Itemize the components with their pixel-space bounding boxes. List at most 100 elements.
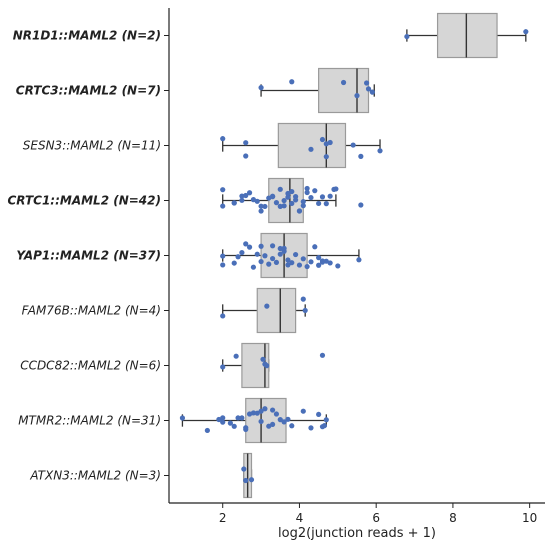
data-point xyxy=(248,477,255,483)
data-point xyxy=(262,406,268,412)
data-point xyxy=(269,194,276,200)
data-point xyxy=(321,423,327,429)
data-point xyxy=(308,425,314,431)
data-point xyxy=(300,199,306,205)
category-group: CRTC3::MAML2 (N=7) xyxy=(16,67,375,114)
data-point xyxy=(323,154,329,160)
box xyxy=(318,67,370,114)
data-point xyxy=(285,262,291,268)
data-point xyxy=(300,296,306,302)
category-label: MTMR2::MAML2 (N=31) xyxy=(18,414,161,428)
data-point xyxy=(241,466,247,472)
data-point xyxy=(220,187,226,193)
data-point xyxy=(289,79,295,85)
data-point xyxy=(377,148,383,154)
data-point xyxy=(239,193,245,199)
data-point xyxy=(281,203,287,209)
data-point xyxy=(327,193,333,199)
data-point xyxy=(285,416,291,422)
data-point xyxy=(220,313,226,319)
data-point xyxy=(262,253,268,259)
data-point xyxy=(312,244,318,250)
data-point xyxy=(204,427,210,434)
data-point xyxy=(363,80,370,86)
data-point xyxy=(289,188,295,195)
category-label: FAM76B::MAML2 (N=4) xyxy=(22,304,161,318)
data-point xyxy=(258,418,264,425)
x-tick-label: 8 xyxy=(449,511,457,525)
data-point xyxy=(220,364,226,370)
box xyxy=(256,287,297,334)
category-label: ATXN3::MAML2 (N=3) xyxy=(29,469,161,483)
category-group: NR1D1::MAML2 (N=2) xyxy=(13,12,529,59)
data-point xyxy=(269,407,276,413)
data-point xyxy=(369,89,375,95)
data-point xyxy=(239,197,245,203)
data-point xyxy=(243,153,249,159)
data-point xyxy=(254,198,260,204)
data-point xyxy=(243,241,249,247)
data-point xyxy=(258,243,264,249)
data-point xyxy=(289,423,295,429)
data-point xyxy=(354,93,360,99)
category-group: FAM76B::MAML2 (N=4) xyxy=(22,287,308,334)
data-point xyxy=(220,419,226,425)
data-point xyxy=(293,251,299,258)
data-point xyxy=(365,86,372,92)
data-point xyxy=(264,303,270,309)
data-point xyxy=(289,260,295,266)
data-point xyxy=(220,136,226,142)
data-point xyxy=(227,420,233,426)
data-point xyxy=(319,194,326,200)
data-point xyxy=(281,245,287,251)
data-point xyxy=(356,257,362,263)
category-label: NR1D1::MAML2 (N=2) xyxy=(13,29,161,43)
data-point xyxy=(231,200,237,206)
category-groups: NR1D1::MAML2 (N=2)CRTC3::MAML2 (N=7)SESN… xyxy=(7,12,529,499)
data-point xyxy=(258,85,264,91)
data-point xyxy=(300,256,306,262)
data-point xyxy=(523,29,529,35)
data-point xyxy=(250,410,257,416)
category-label: CCDC82::MAML2 (N=6) xyxy=(20,359,161,373)
data-point xyxy=(254,410,260,416)
data-point xyxy=(304,185,310,192)
data-point xyxy=(239,249,245,256)
x-axis-ticks: 2 4 6 8 10 xyxy=(219,503,537,525)
data-point xyxy=(404,33,410,40)
x-tick-label: 6 xyxy=(372,511,380,525)
data-point xyxy=(269,243,276,249)
data-point xyxy=(319,352,326,358)
data-point xyxy=(296,208,303,214)
data-point xyxy=(243,192,249,199)
data-point xyxy=(285,257,291,263)
category-group: YAP1::MAML2 (N=37) xyxy=(16,232,362,279)
category-group: ATXN3::MAML2 (N=3) xyxy=(29,452,255,499)
data-point xyxy=(254,251,260,257)
data-point xyxy=(277,186,283,192)
data-point xyxy=(260,356,266,362)
data-point xyxy=(231,423,237,429)
data-point xyxy=(258,258,264,265)
category-label: SESN3::MAML2 (N=11) xyxy=(23,139,161,153)
data-point xyxy=(293,194,299,200)
category-label: CRTC3::MAML2 (N=7) xyxy=(16,84,161,98)
data-point xyxy=(233,353,239,359)
data-point xyxy=(319,136,326,143)
data-point xyxy=(300,203,306,209)
data-point xyxy=(269,255,276,262)
data-point xyxy=(323,201,329,207)
data-point xyxy=(220,203,226,209)
data-point xyxy=(246,244,253,250)
data-point xyxy=(304,189,310,196)
x-axis-title: log2(junction reads + 1) xyxy=(278,526,436,541)
data-point xyxy=(243,425,249,431)
data-point xyxy=(235,254,241,260)
data-point xyxy=(350,142,356,148)
data-point xyxy=(262,203,268,210)
data-point xyxy=(273,200,280,206)
data-point xyxy=(266,261,272,267)
data-point xyxy=(285,194,291,200)
data-point xyxy=(300,408,306,414)
